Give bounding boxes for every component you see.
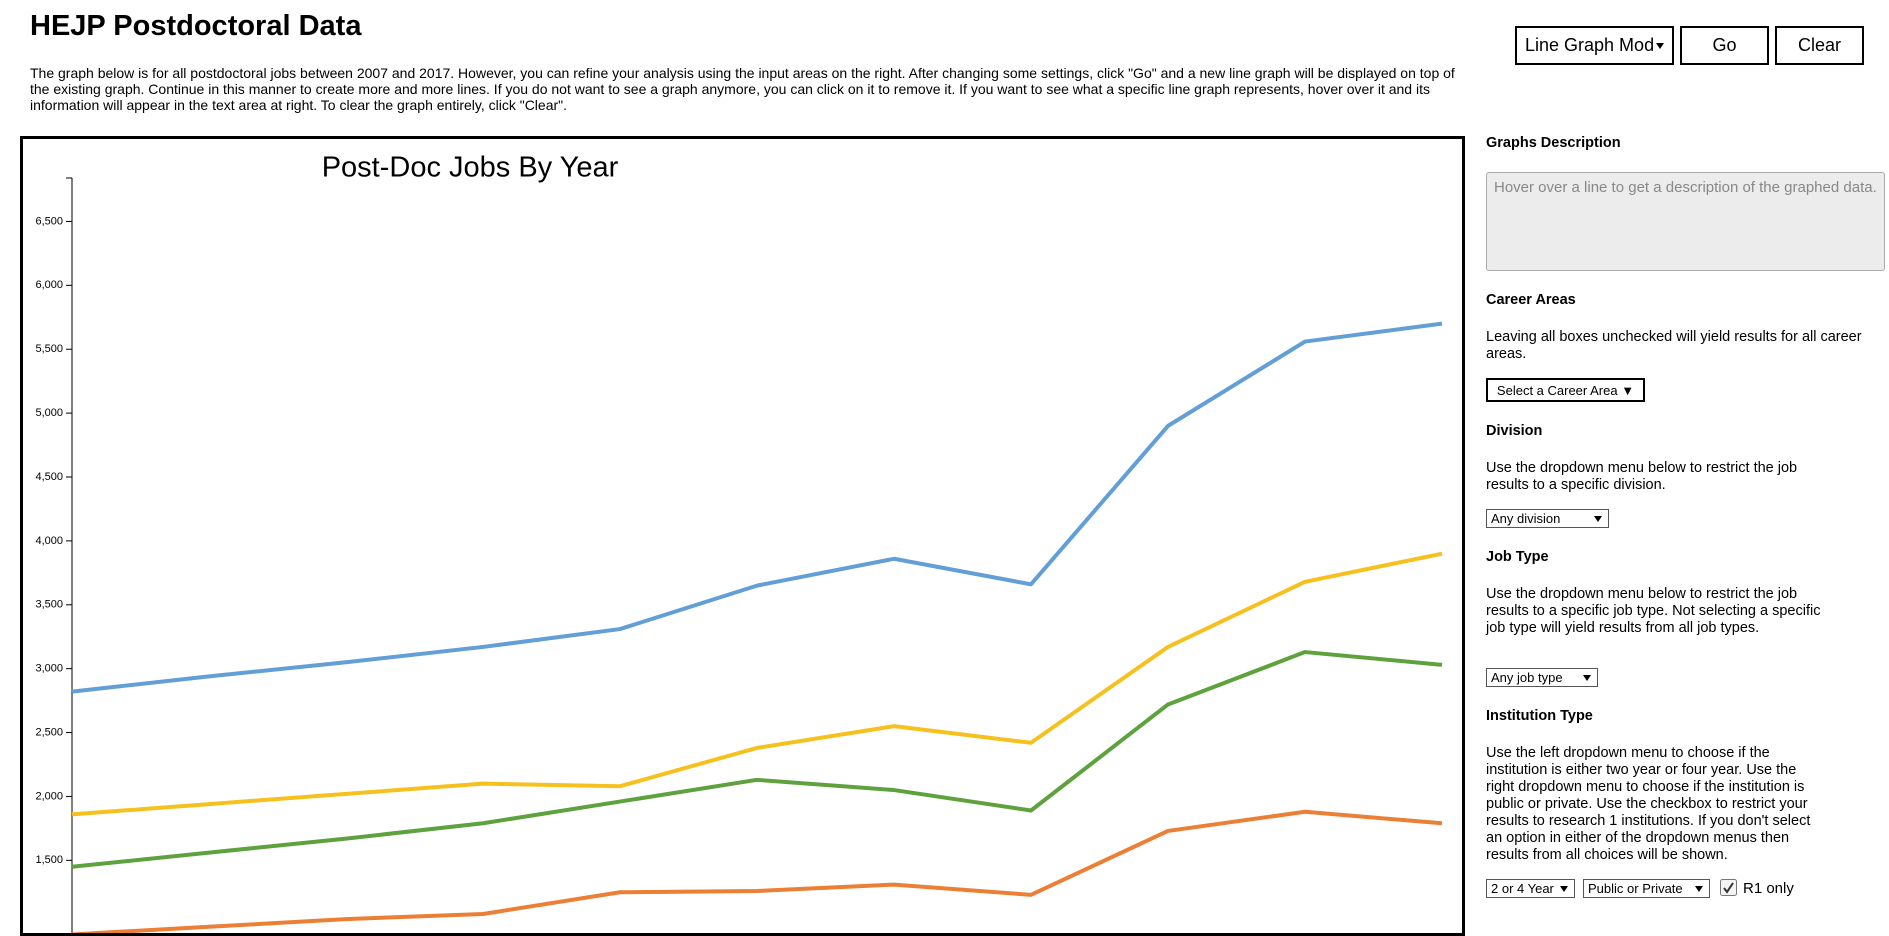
chart: Post-Doc Jobs By Year 1,500 2,000 2,500 3,0… <box>35 152 1443 933</box>
section-text: Use the left dropdown menu to choose if … <box>1486 745 1811 863</box>
job-type-select[interactable]: Any job type <box>1486 668 1598 687</box>
section-text: Use the dropdown menu below to restrict … <box>1486 460 1798 493</box>
y-tick-label: 3,000 <box>35 663 63 675</box>
section-heading: Graphs Description <box>1486 135 1621 151</box>
description: The graph below is for all postdoctoral … <box>30 65 1455 113</box>
checkbox-label: R1 only <box>1743 880 1794 897</box>
chart-title: Post-Doc Jobs By Year <box>322 152 619 184</box>
r1-checkbox[interactable] <box>1720 879 1737 896</box>
data-line <box>71 321 1443 694</box>
section-heading: Institution Type <box>1486 708 1593 724</box>
graph-mode-text: Line Graph Mod <box>1525 35 1655 55</box>
y-tick-label: 2,000 <box>35 790 63 802</box>
y-tick-label: 5,500 <box>35 343 63 355</box>
y-tick-label: 2,500 <box>35 726 63 738</box>
chart-container: Post-Doc Jobs By Year 1,500 2,000 2,500 3,0… <box>20 136 1465 936</box>
select-text: Public or Private <box>1588 881 1683 896</box>
section-heading: Career Areas <box>1486 292 1576 308</box>
dropdown-arrow <box>1583 674 1591 681</box>
clear-button[interactable]: Clear <box>1775 26 1864 65</box>
dropdown-arrow <box>1560 885 1568 892</box>
career-area-button[interactable]: Select a Career Area ▼ <box>1486 378 1645 402</box>
control-select[interactable]: Public or Private <box>1583 879 1710 898</box>
y-tick-label: 4,000 <box>35 535 63 547</box>
select-text: Any job type <box>1491 670 1563 685</box>
data-line <box>71 551 1443 817</box>
dropdown-arrow <box>1695 885 1703 892</box>
dropdown-arrow <box>1594 515 1602 522</box>
y-tick-label: 6,500 <box>35 215 63 227</box>
y-tick-label: 5,000 <box>35 407 63 419</box>
data-line <box>71 650 1443 869</box>
y-tick-label: 4,500 <box>35 471 63 483</box>
data-line <box>71 809 1443 933</box>
section-heading: Job Type <box>1486 549 1549 565</box>
y-tick-label: 3,500 <box>35 599 63 611</box>
years-select[interactable]: 2 or 4 Year <box>1486 879 1575 898</box>
division-select[interactable]: Any division <box>1486 509 1609 528</box>
page-title: HEJP Postdoctoral Data <box>30 10 362 42</box>
y-tick-label: 1,500 <box>35 854 63 866</box>
go-button[interactable]: Go <box>1680 26 1769 65</box>
section-text: Leaving all boxes unchecked will yield r… <box>1486 329 1862 362</box>
section-text: Use the dropdown menu below to restrict … <box>1486 586 1821 636</box>
description-textarea[interactable]: Hover over a line to get a description o… <box>1486 172 1885 271</box>
section-heading: Division <box>1486 423 1543 439</box>
select-text: Any division <box>1491 511 1561 526</box>
y-tick-label: 6,000 <box>35 279 63 291</box>
dropdown-arrow <box>1656 42 1664 49</box>
graph-mode-select[interactable]: Line Graph Mod <box>1515 26 1674 65</box>
select-text: 2 or 4 Year <box>1491 881 1554 896</box>
